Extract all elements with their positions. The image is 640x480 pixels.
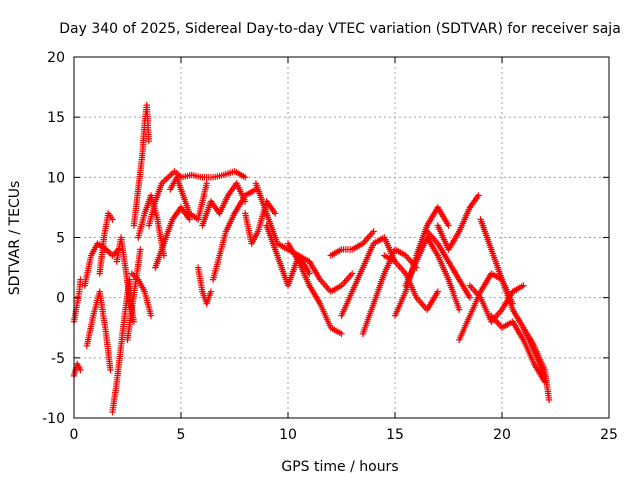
data-points (70, 101, 553, 416)
series-track-10 (128, 270, 155, 319)
chart-title: Day 340 of 2025, Sidereal Day-to-day VTE… (59, 21, 621, 37)
scatter-points (402, 234, 463, 313)
scatter-points (145, 168, 185, 229)
series-track-17 (199, 180, 249, 229)
scatter-points (209, 186, 260, 283)
series-track-20 (252, 180, 313, 277)
y-tick-label: 20 (47, 50, 65, 66)
axes: 0 5 10 15 20 25 -10 -5 0 5 10 15 20 (42, 50, 618, 443)
scatter-points (96, 210, 116, 277)
scatter-points (434, 192, 482, 253)
scatter-points (381, 252, 441, 313)
y-tick-label: 0 (56, 291, 65, 307)
scatter-points (70, 276, 84, 325)
series-track-06 (109, 276, 133, 416)
series-track-24 (327, 228, 377, 259)
series-track-05 (96, 210, 116, 277)
scatter-points (306, 258, 356, 295)
series-track-23 (306, 258, 356, 295)
series-track-18 (209, 186, 260, 283)
scatter-points (520, 324, 553, 404)
series-track-35 (488, 312, 548, 386)
x-tick-label: 0 (70, 427, 79, 443)
scatter-points (83, 288, 114, 374)
scatter-points (152, 204, 193, 271)
scatter-points (109, 276, 133, 416)
x-tick-label: 10 (279, 427, 297, 443)
y-tick-label: -10 (42, 411, 65, 427)
scatter-points (199, 180, 249, 229)
y-tick-label: -5 (51, 351, 65, 367)
series-track-31 (434, 192, 482, 253)
series-track-22 (284, 240, 345, 337)
y-tick-label: 15 (47, 110, 65, 126)
series-track-25 (338, 234, 399, 319)
scatter-points (130, 101, 153, 229)
series-track-09 (130, 101, 153, 229)
series-track-16 (194, 264, 215, 307)
series-track-30 (423, 228, 474, 301)
series-track-15 (177, 168, 249, 181)
series-track-27 (381, 252, 441, 313)
series-track-14 (167, 174, 210, 223)
x-axis-title: GPS time / hours (281, 459, 398, 475)
series-track-36 (520, 324, 553, 404)
scatter-points (70, 360, 84, 380)
y-tick-label: 5 (56, 231, 65, 247)
x-tick-label: 20 (493, 427, 511, 443)
scatter-points (338, 234, 399, 319)
y-tick-label: 10 (47, 170, 65, 186)
series-track-03 (83, 288, 114, 374)
scatter-points (284, 240, 345, 337)
series-track-21 (263, 222, 313, 289)
series-track-29 (402, 234, 463, 313)
scatter-points (128, 270, 155, 319)
scatter-points (194, 264, 215, 307)
grid-lines (74, 57, 609, 418)
series-track-13 (152, 204, 193, 271)
x-tick-label: 25 (600, 427, 618, 443)
scatter-points (177, 168, 249, 181)
x-tick-label: 5 (177, 427, 186, 443)
series-track-12 (145, 168, 185, 229)
scatter-points (488, 312, 548, 386)
series-track-01 (70, 360, 84, 380)
scatter-points (423, 228, 474, 301)
series-track-02 (70, 276, 84, 325)
scatter-points (252, 180, 313, 277)
scatter-points (263, 222, 313, 289)
scatter-points (327, 228, 377, 259)
x-tick-label: 15 (386, 427, 404, 443)
scatter-points (167, 174, 210, 223)
y-axis-title: SDTVAR / TECUs (7, 181, 23, 296)
